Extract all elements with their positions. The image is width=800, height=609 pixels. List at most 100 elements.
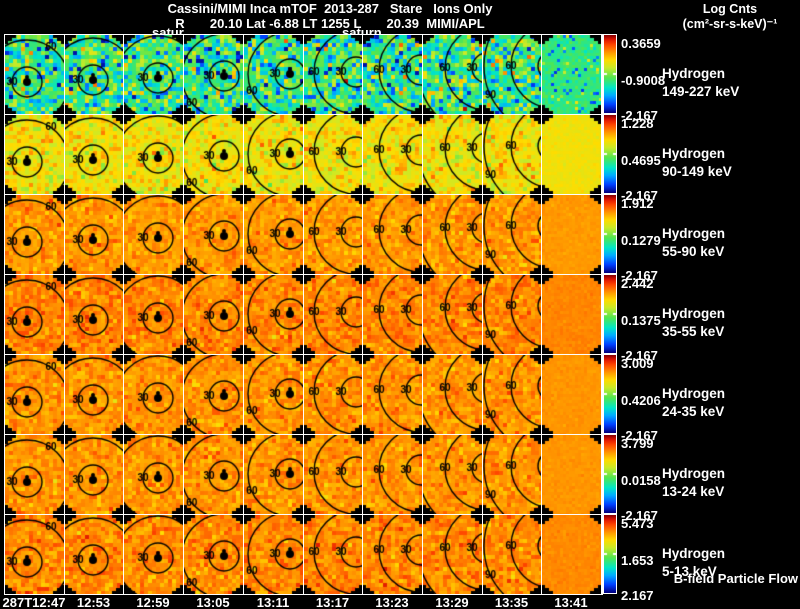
species-label: Hydrogen <box>662 66 726 81</box>
heatmap-panel <box>423 115 482 194</box>
heatmap-panel <box>423 435 482 514</box>
colorbar-min-label: -2.167 <box>621 348 658 363</box>
heatmap-panel <box>542 515 601 594</box>
heatmap-panel <box>483 515 541 594</box>
heatmap-panel <box>124 115 183 194</box>
heatmap-panel <box>363 275 422 354</box>
heatmap-panel <box>483 35 541 114</box>
heatmap-panel <box>423 275 482 354</box>
heatmap-panel <box>304 195 362 274</box>
species-label: Hydrogen <box>662 146 726 161</box>
energy-range-label: 149-227 keV <box>662 84 740 99</box>
heatmap-panel <box>542 35 601 114</box>
colorbar-max-label: 1.912 <box>621 196 654 211</box>
heatmap-panel <box>124 275 183 354</box>
heatmap-panel <box>423 515 482 594</box>
colorbar-max-label: 3.799 <box>621 436 654 451</box>
heatmap-panel <box>483 355 541 434</box>
energy-range-label: 35-55 keV <box>662 324 725 339</box>
heatmap-panel <box>5 355 64 434</box>
heatmap-panel <box>483 435 541 514</box>
heatmap-panel <box>5 195 64 274</box>
colorbar-mid-label: 0.0158 <box>621 473 661 488</box>
species-label: Hydrogen <box>662 226 726 241</box>
time-tick-label: 12:59 <box>136 595 170 609</box>
time-tick-label: 287T12:47 <box>2 595 66 609</box>
heatmap-panel <box>304 435 362 514</box>
heatmap-panel <box>542 195 601 274</box>
heatmap-panel <box>363 195 422 274</box>
time-tick-label: 13:17 <box>315 595 350 609</box>
heatmap-panel <box>184 195 243 274</box>
heatmap-panel <box>483 275 541 354</box>
colorbar-mid-label: 1.653 <box>621 553 654 568</box>
heatmap-panel <box>124 435 183 514</box>
heatmap-panel <box>244 435 303 514</box>
heatmap-panel <box>244 515 303 594</box>
energy-range-label: 24-35 keV <box>662 404 725 419</box>
energy-range-label: 5-13 keV <box>662 564 717 579</box>
heatmap-panel <box>363 35 422 114</box>
heatmap-panel <box>124 515 183 594</box>
colorbar <box>603 194 617 274</box>
heatmap-panel <box>5 435 64 514</box>
species-label: Hydrogen <box>662 466 726 481</box>
colorbar-mid-label: 0.4206 <box>621 393 661 408</box>
heatmap-panel <box>65 515 123 594</box>
heatmap-panel <box>304 115 362 194</box>
colorbar <box>603 34 617 114</box>
heatmap-panel <box>542 435 601 514</box>
heatmap-panel <box>363 355 422 434</box>
colorbar-min-label: -2.167 <box>621 188 658 203</box>
colorbar-min-label: -2.167 <box>621 108 658 123</box>
colorbar-mid-label: 0.1375 <box>621 313 661 328</box>
colorbar-min-label: -2.167 <box>621 508 658 523</box>
colorbar-mid-label: 0.4695 <box>621 153 661 168</box>
time-tick-label: 13:35 <box>494 595 529 609</box>
colorbar-units-label: Log Cnts (cm²-sr-s-keV)⁻¹ <box>662 2 798 32</box>
heatmap-panel <box>423 35 482 114</box>
heatmap-panel <box>5 35 64 114</box>
heatmap-panel <box>244 115 303 194</box>
colorbar <box>603 114 617 194</box>
heatmap-panel <box>184 115 243 194</box>
heatmap-panel <box>65 435 123 514</box>
heatmap-panel <box>244 195 303 274</box>
colorbar-units-line2: (cm²-sr-s-keV)⁻¹ <box>682 17 778 31</box>
bfield-flow-label: B-field Particle Flow <box>673 571 798 586</box>
colorbar <box>603 514 617 594</box>
heatmap-panel <box>423 355 482 434</box>
heatmap-panel <box>483 195 541 274</box>
heatmap-panel <box>304 355 362 434</box>
colorbar-min-label: 2.167 <box>621 588 654 603</box>
heatmap-panel <box>124 195 183 274</box>
colorbar-units-line1: Log Cnts <box>702 2 758 16</box>
heatmap-panel <box>542 275 601 354</box>
heatmap-panel <box>542 355 601 434</box>
energy-range-label: 13-24 keV <box>662 484 725 499</box>
heatmap-panel <box>244 355 303 434</box>
heatmap-panel <box>124 35 183 114</box>
colorbar-max-label: 0.3659 <box>621 36 661 51</box>
heatmap-panel <box>542 115 601 194</box>
heatmap-panel <box>5 515 64 594</box>
heatmap-panel <box>304 275 362 354</box>
colorbar-min-label: -2.167 <box>621 428 658 443</box>
colorbar <box>603 434 617 514</box>
species-label: Hydrogen <box>662 386 726 401</box>
heatmap-panel <box>363 435 422 514</box>
heatmap-panel <box>184 275 243 354</box>
colorbar-min-label: -2.167 <box>621 268 658 283</box>
heatmap-panel <box>5 275 64 354</box>
panel-grid <box>4 34 603 595</box>
heatmap-panel <box>363 115 422 194</box>
colorbar-mid-label: -0.9008 <box>621 73 666 88</box>
heatmap-panel <box>363 515 422 594</box>
heatmap-panel <box>65 275 123 354</box>
heatmap-panel <box>483 115 541 194</box>
time-tick-label: 12:53 <box>76 595 111 609</box>
plot-subtitle: R 20.10 Lat -6.88 LT 1255 L 20.39 MIMI/A… <box>175 16 485 31</box>
energy-range-label: 90-149 keV <box>662 164 732 179</box>
heatmap-panel <box>244 275 303 354</box>
